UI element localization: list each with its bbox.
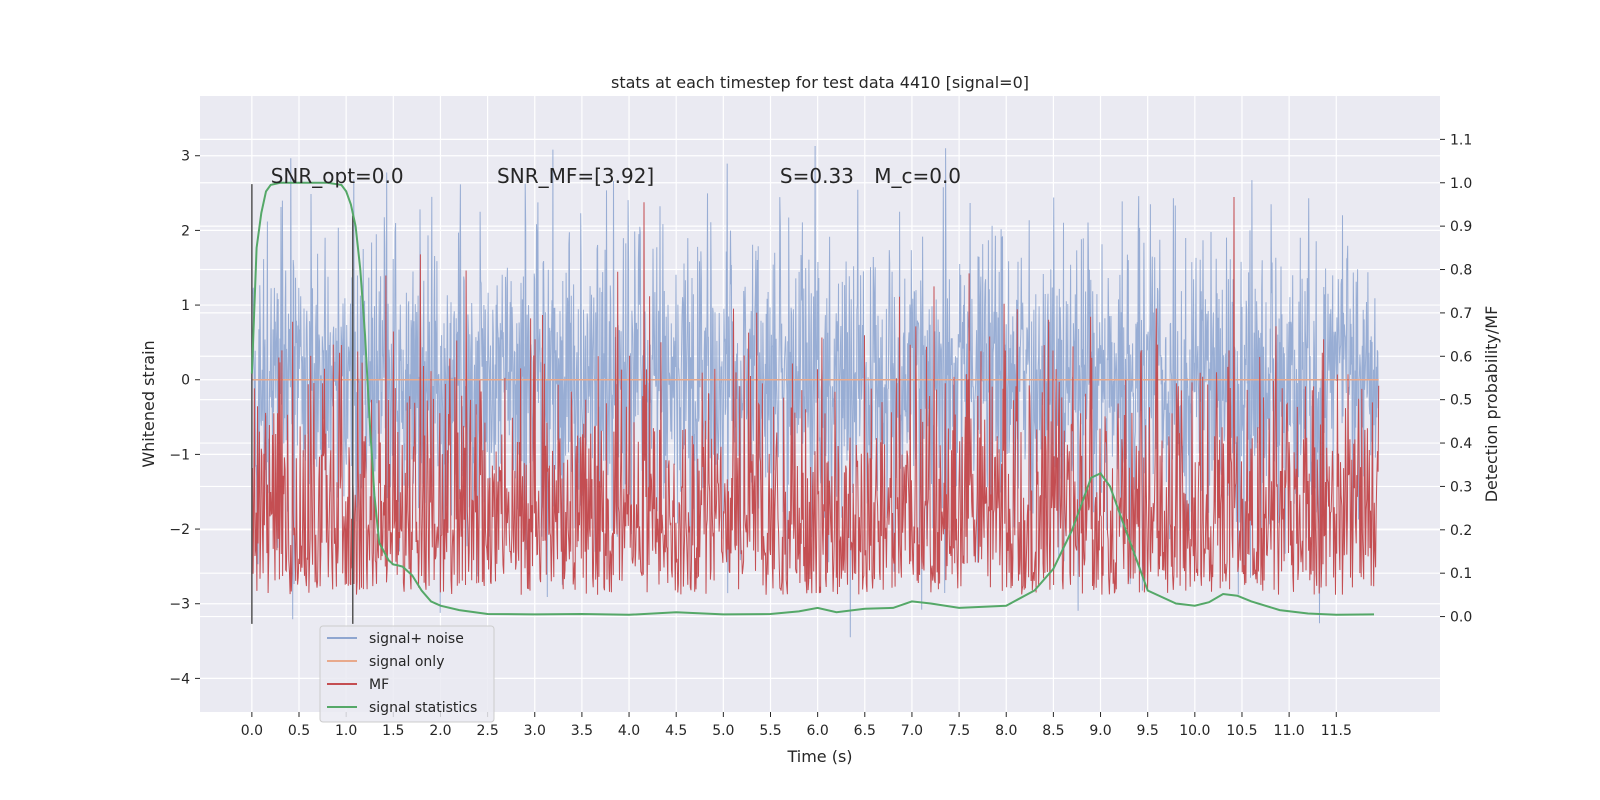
annotation: SNR_opt=0.0 [271,164,404,188]
y2-tick-label: 0.8 [1450,263,1472,279]
x-tick-label: 3.5 [571,723,593,739]
y-tick-label: −2 [169,522,190,538]
x-tick-label: 7.5 [948,723,970,739]
y2-tick-label: 0.0 [1450,610,1472,626]
x-tick-label: 5.5 [759,723,781,739]
legend-label-signal-only: signal only [369,654,444,670]
x-tick-label: 2.0 [429,723,451,739]
x-tick-label: 8.0 [995,723,1017,739]
legend-label-signal-statistics: signal statistics [369,700,477,716]
y2-tick-label: 0.1 [1450,566,1472,582]
x-tick-label: 7.0 [901,723,923,739]
signal-statistics-line [250,181,1375,616]
annotation: S=0.33 [780,164,854,188]
x-tick-label: 4.0 [618,723,640,739]
mf-series [251,196,1380,595]
y-tick-label: −4 [169,671,190,687]
x-tick-label: 0.0 [241,723,263,739]
y2-tick-label: 0.4 [1450,436,1472,452]
y2-tick-label: 0.5 [1450,393,1472,409]
x-tick-label: 6.5 [854,723,876,739]
y-tick-label: −1 [169,447,190,463]
legend: signal+ noise signal only MF signal stat… [319,625,495,723]
x-tick-label: 2.5 [476,723,498,739]
y-tick-label: 2 [181,223,190,239]
y-tick-label: −3 [169,597,190,613]
x-tick-label: 10.0 [1179,723,1210,739]
annotation: M_c=0.0 [874,164,961,188]
legend-label-mf: MF [369,677,389,693]
vertical-markers [251,184,354,624]
y-tick-label: 0 [181,373,190,389]
y-tick-label: 1 [181,298,190,314]
y2-tick-label: 0.3 [1450,479,1472,495]
x-tick-label: 4.5 [665,723,687,739]
annotations: SNR_opt=0.0 SNR_MF=[3.92] S=0.33 M_c=0.0 [271,164,961,188]
x-tick-label: 8.5 [1042,723,1064,739]
x-tick-label: 3.0 [524,723,546,739]
x-tick-label: 1.0 [335,723,357,739]
signal-statistics-series [250,181,1375,616]
y-tick-label: 3 [181,149,190,165]
y2-tick-label: 0.9 [1450,219,1472,235]
axes: 0.0 0.5 1.0 1.5 2.0 2.5 3.0 3.5 4.0 4.5 5.0 5.5 6.0 6… [169,132,1472,739]
y2-tick-label: 0.2 [1450,523,1472,539]
mf-line [251,196,1380,595]
x-tick-label: 11.5 [1321,723,1352,739]
legend-box [319,625,495,723]
y-axis-label: Whitened strain [139,340,158,467]
x-tick-label: 0.5 [288,723,310,739]
legend-label-signal-noise: signal+ noise [369,631,464,647]
annotation: SNR_MF=[3.92] [497,164,654,188]
x-tick-label: 11.0 [1274,723,1305,739]
x-tick-label: 9.5 [1137,723,1159,739]
x-axis-label: Time (s) [786,747,852,766]
chart-title: stats at each timestep for test data 441… [611,73,1029,92]
x-tick-label: 6.0 [807,723,829,739]
y2-tick-label: 0.6 [1450,349,1472,365]
x-tick-label: 5.0 [712,723,734,739]
y2-tick-label: 0.7 [1450,306,1472,322]
x-tick-label: 1.5 [382,723,404,739]
x-tick-label: 10.5 [1226,723,1257,739]
x-tick-label: 9.0 [1089,723,1111,739]
y2-tick-label: 1.1 [1450,132,1472,148]
y2-axis-label: Detection probability/MF [1482,306,1501,503]
y2-tick-label: 1.0 [1450,176,1472,192]
